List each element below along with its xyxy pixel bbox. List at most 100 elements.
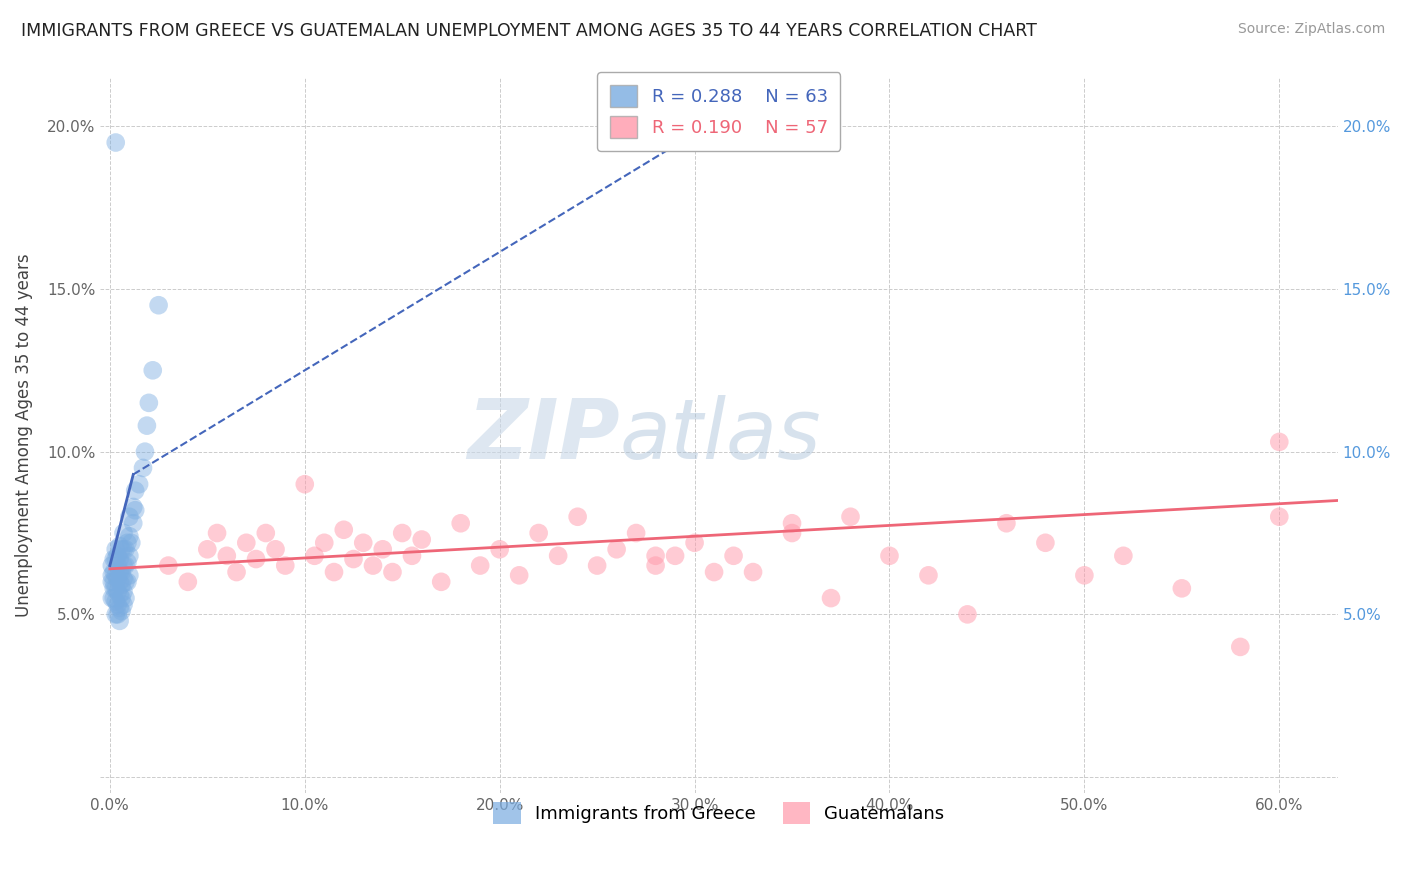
Point <box>1035 535 1057 549</box>
Point <box>118 529 141 543</box>
Point <box>274 558 297 573</box>
Point <box>107 572 129 586</box>
Point <box>108 565 131 579</box>
Point <box>124 503 146 517</box>
Point <box>332 523 354 537</box>
Point <box>101 574 124 589</box>
Point <box>225 565 247 579</box>
Point <box>104 568 127 582</box>
Point <box>304 549 326 563</box>
Point <box>103 574 125 589</box>
Point <box>430 574 453 589</box>
Point <box>839 509 862 524</box>
Point <box>508 568 530 582</box>
Point <box>110 604 132 618</box>
Point <box>780 516 803 531</box>
Point <box>104 542 127 557</box>
Point <box>112 558 135 573</box>
Point <box>995 516 1018 531</box>
Point <box>132 461 155 475</box>
Point <box>103 552 125 566</box>
Point <box>107 558 129 573</box>
Point <box>110 565 132 579</box>
Point <box>108 600 131 615</box>
Point <box>118 549 141 563</box>
Point <box>107 598 129 612</box>
Point <box>371 542 394 557</box>
Point <box>108 614 131 628</box>
Point <box>917 568 939 582</box>
Point <box>1268 434 1291 449</box>
Point <box>112 572 135 586</box>
Point <box>723 549 745 563</box>
Text: ZIP: ZIP <box>467 395 620 476</box>
Point <box>114 574 136 589</box>
Point <box>381 565 404 579</box>
Point <box>361 558 384 573</box>
Point <box>114 591 136 606</box>
Point <box>108 539 131 553</box>
Point <box>195 542 218 557</box>
Point <box>411 533 433 547</box>
Point <box>567 509 589 524</box>
Point <box>128 477 150 491</box>
Point <box>104 552 127 566</box>
Point <box>124 483 146 498</box>
Point <box>142 363 165 377</box>
Point <box>1171 582 1194 596</box>
Point <box>112 542 135 557</box>
Point <box>117 574 139 589</box>
Point <box>644 549 666 563</box>
Point <box>107 607 129 622</box>
Point <box>104 594 127 608</box>
Point <box>177 574 200 589</box>
Point <box>352 535 374 549</box>
Point <box>117 555 139 569</box>
Point <box>606 542 628 557</box>
Point <box>117 535 139 549</box>
Point <box>1268 509 1291 524</box>
Legend: Immigrants from Greece, Guatemalans: Immigrants from Greece, Guatemalans <box>482 790 955 834</box>
Text: IMMIGRANTS FROM GREECE VS GUATEMALAN UNEMPLOYMENT AMONG AGES 35 TO 44 YEARS CORR: IMMIGRANTS FROM GREECE VS GUATEMALAN UNE… <box>21 22 1038 40</box>
Point <box>157 558 180 573</box>
Point <box>586 558 609 573</box>
Point <box>245 552 267 566</box>
Point <box>488 542 510 557</box>
Point <box>235 535 257 549</box>
Point <box>112 598 135 612</box>
Point <box>314 535 336 549</box>
Point <box>101 558 124 573</box>
Point <box>254 526 277 541</box>
Point <box>391 526 413 541</box>
Point <box>108 552 131 566</box>
Point <box>108 588 131 602</box>
Point <box>742 565 765 579</box>
Point <box>703 565 725 579</box>
Point <box>401 549 423 563</box>
Text: atlas: atlas <box>620 395 821 476</box>
Point <box>1229 640 1251 654</box>
Point <box>135 418 157 433</box>
Point <box>122 500 145 514</box>
Point <box>114 558 136 573</box>
Point <box>107 584 129 599</box>
Point <box>1112 549 1135 563</box>
Point <box>323 565 346 579</box>
Point <box>683 535 706 549</box>
Point <box>644 558 666 573</box>
Point <box>527 526 550 541</box>
Point <box>148 298 170 312</box>
Point <box>879 549 901 563</box>
Point <box>122 516 145 531</box>
Point <box>107 549 129 563</box>
Point <box>104 582 127 596</box>
Point <box>110 578 132 592</box>
Text: Source: ZipAtlas.com: Source: ZipAtlas.com <box>1237 22 1385 37</box>
Point <box>138 396 160 410</box>
Point <box>108 574 131 589</box>
Point <box>103 582 125 596</box>
Point <box>101 591 124 606</box>
Y-axis label: Unemployment Among Ages 35 to 44 years: Unemployment Among Ages 35 to 44 years <box>15 253 32 617</box>
Point <box>450 516 472 531</box>
Point <box>110 591 132 606</box>
